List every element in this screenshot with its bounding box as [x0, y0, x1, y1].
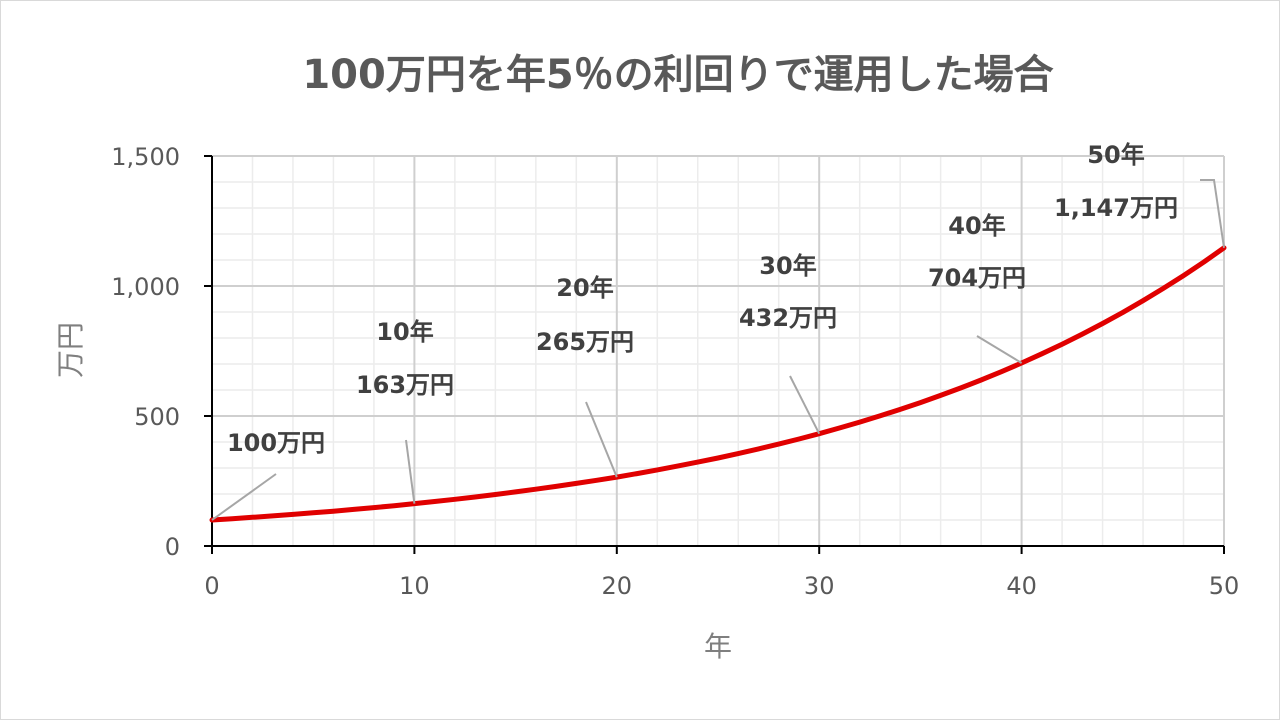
x-tick-label: 40 [1006, 572, 1037, 600]
x-tick-label: 20 [602, 572, 633, 600]
annotation-year-label: 40年 [948, 212, 1005, 240]
annotation-year-label: 30年 [759, 252, 816, 280]
annotation-value-label: 100万円 [227, 429, 325, 457]
annotation-year-label: 20年 [556, 274, 613, 302]
x-tick-label: 0 [204, 572, 219, 600]
annotation-value-label: 265万円 [536, 328, 634, 356]
annotation-leader-line [789, 375, 821, 435]
annotation-year-label: 10年 [376, 318, 433, 346]
annotation-leader-line [976, 335, 1023, 364]
annotation-leader-line [211, 473, 277, 521]
tick-labels: 0 500 1,000 1,500 0 10 20 30 40 50 [111, 143, 1239, 600]
annotations: 100万円 10年 163万円 20年 265万円 30年 432万円 40年 704万円 50年… [211, 141, 1225, 521]
x-tick-label: 10 [399, 572, 430, 600]
chart-title: 100万円を年5％の利回りで運用した場合 [302, 52, 1053, 98]
annotation-leader-line [405, 439, 416, 504]
y-tick-label: 500 [134, 403, 180, 431]
annotation-year-label: 50年 [1087, 141, 1144, 169]
y-axis-title: 万円 [54, 322, 87, 378]
annotation-value-label: 1,147万円 [1054, 194, 1178, 222]
annotation-leader-line [1200, 179, 1225, 248]
annotation-leader-line [585, 401, 618, 478]
y-tick-label: 1,500 [111, 143, 180, 171]
y-tick-label: 1,000 [111, 273, 180, 301]
axes [204, 155, 1225, 554]
annotation-value-label: 163万円 [356, 371, 454, 399]
x-tick-label: 50 [1209, 572, 1240, 600]
series-layer [209, 245, 1227, 523]
x-axis-title: 年 [704, 630, 732, 663]
x-tick-label: 30 [804, 572, 835, 600]
annotation-value-label: 704万円 [928, 264, 1026, 292]
y-tick-label: 0 [165, 533, 180, 561]
annotation-value-label: 432万円 [739, 304, 837, 332]
grid-lines [212, 155, 1225, 546]
